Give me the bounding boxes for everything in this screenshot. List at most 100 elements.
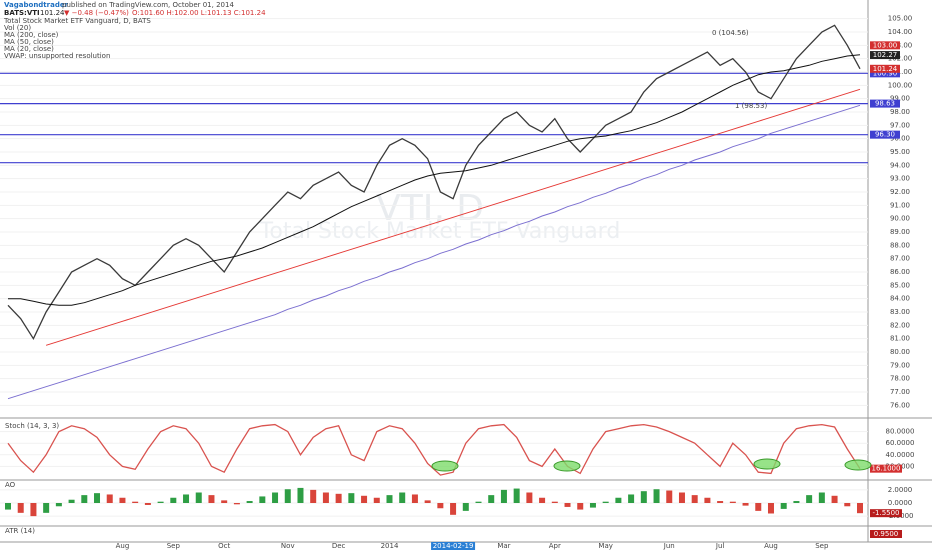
bar (564, 503, 571, 507)
bar (183, 494, 190, 503)
value-tag (870, 464, 902, 473)
bar (589, 503, 596, 508)
bar (450, 503, 457, 515)
y-tick-label: 77.00 (890, 388, 910, 396)
bar (526, 492, 533, 503)
bar (144, 503, 151, 505)
indicator: VWAP: unsupported resolution (4, 52, 110, 60)
annotation: 1 (98.53) (735, 102, 767, 110)
y-tick-label: 80.00 (890, 348, 910, 356)
bar (348, 493, 355, 503)
level-tag (870, 130, 900, 139)
y-tick-label: 105.00 (888, 15, 913, 23)
bar (259, 496, 266, 503)
bar (5, 503, 11, 510)
x-tick-label: Dec (332, 542, 346, 550)
bar (208, 495, 215, 503)
bar (399, 492, 406, 503)
indicator: Vol (20) (4, 24, 31, 32)
bar (615, 497, 622, 503)
bar (653, 489, 660, 503)
level-tag (870, 69, 900, 78)
x-tick-label: Sep (815, 542, 829, 550)
price-tag-label: 102.27 (873, 51, 898, 59)
bar (844, 503, 851, 507)
bar (742, 503, 749, 506)
bar (602, 501, 609, 503)
level-tag (870, 99, 900, 108)
stoch-highlights (431, 458, 872, 472)
crosshair-tag (431, 542, 476, 550)
y-tick-label: 85.00 (890, 281, 910, 289)
bar (678, 492, 685, 503)
y-tick-label: 95.00 (890, 148, 910, 156)
y-tick-label: 94.00 (890, 161, 910, 169)
bar (310, 489, 317, 503)
bar (361, 495, 368, 503)
bar (30, 503, 37, 517)
y-tick-label: 98.00 (890, 108, 910, 116)
x-tick-label: Oct (218, 542, 230, 550)
level-label: 98.63 (875, 100, 895, 108)
indicator: MA (20, close) (4, 45, 54, 53)
bar (195, 492, 202, 503)
pane-title: ATR (14) (5, 527, 35, 535)
y-tick-label: 89.00 (890, 228, 910, 236)
bar (780, 503, 787, 509)
crosshair-label: 2014-02-19 (433, 542, 474, 550)
y-tick-label: 76.00 (890, 401, 910, 409)
bar (628, 494, 635, 503)
x-tick-label: Aug (764, 542, 778, 550)
bar (539, 497, 546, 503)
y-tick-label: 84.00 (890, 295, 910, 303)
y-tick-label: 80.0000 (886, 428, 915, 436)
bar (43, 503, 50, 513)
bar (297, 487, 304, 503)
ohlc: O:101.60 H:102.00 L:101.13 C:101.24 (132, 9, 266, 17)
bar (17, 503, 24, 513)
bar (55, 503, 62, 507)
y-tick-label: 91.00 (890, 201, 910, 209)
x-tick-label: Mar (497, 542, 510, 550)
y-tick-label: 104.00 (888, 28, 913, 36)
highlight (844, 459, 872, 471)
bar (81, 495, 88, 503)
bar (500, 489, 507, 503)
price-tag (870, 64, 900, 73)
y-tick-label: 97.00 (890, 121, 910, 129)
series-line (45, 88, 861, 346)
x-tick-label: Nov (281, 542, 295, 550)
bar (818, 492, 825, 503)
header: Vagabondtrader published on TradingView.… (3, 1, 266, 60)
level-label: 100.90 (873, 69, 898, 77)
y-tick-label: 88.00 (890, 241, 910, 249)
y-tick-label: 78.00 (890, 375, 910, 383)
bar (119, 497, 126, 503)
x-tick-label: Apr (549, 542, 561, 550)
value-tag-label: 16.1000 (872, 465, 901, 473)
highlight (753, 458, 781, 470)
watermark-symbol: VTI, D (376, 188, 484, 229)
bar (157, 501, 164, 503)
bar (717, 501, 724, 503)
x-tick-label: May (598, 542, 612, 550)
value-tag (870, 509, 902, 518)
bar (767, 503, 774, 514)
bar (106, 494, 113, 503)
bar (831, 495, 838, 503)
bar (666, 490, 673, 503)
indicator: MA (200, close) (4, 31, 59, 39)
series-line (7, 423, 861, 476)
y-tick-label: 40.0000 (886, 451, 915, 459)
bar (729, 501, 736, 503)
bar (857, 503, 863, 514)
y-tick-label: 2.0000 (888, 486, 913, 494)
indicator: MA (50, close) (4, 38, 54, 46)
bar (424, 500, 431, 503)
y-tick-label: 86.00 (890, 268, 910, 276)
x-tick-label: 2014 (381, 542, 399, 550)
symbol: BATS:VTI (4, 9, 40, 17)
series-line (7, 104, 861, 400)
